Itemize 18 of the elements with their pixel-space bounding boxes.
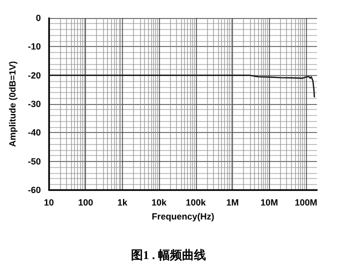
x-tick-label: 100	[78, 198, 94, 208]
y-tick-label: -60	[28, 185, 41, 195]
x-tick-label: 10	[44, 198, 54, 208]
text: 图1 . 幅频曲线	[131, 248, 206, 262]
y-tick-label: -30	[28, 99, 41, 109]
x-tick-label: 1M	[226, 198, 239, 208]
x-tick-label: 1k	[117, 198, 128, 208]
y-tick-label: -20	[28, 70, 41, 80]
y-tick-label: -40	[28, 128, 41, 138]
y-axis-title: Amplitude (0dB=1V)	[8, 61, 18, 147]
x-tick-label: 100k	[186, 198, 207, 208]
x-tick-label: 100M	[294, 198, 318, 208]
y-tick-label: 0	[36, 13, 41, 23]
y-tick-label: -50	[28, 156, 41, 166]
y-tick-label: -10	[28, 42, 41, 52]
x-tick-label: 10M	[260, 198, 278, 208]
x-axis-title: Frequency(Hz)	[152, 211, 214, 222]
x-tick-label: 10k	[152, 198, 168, 208]
